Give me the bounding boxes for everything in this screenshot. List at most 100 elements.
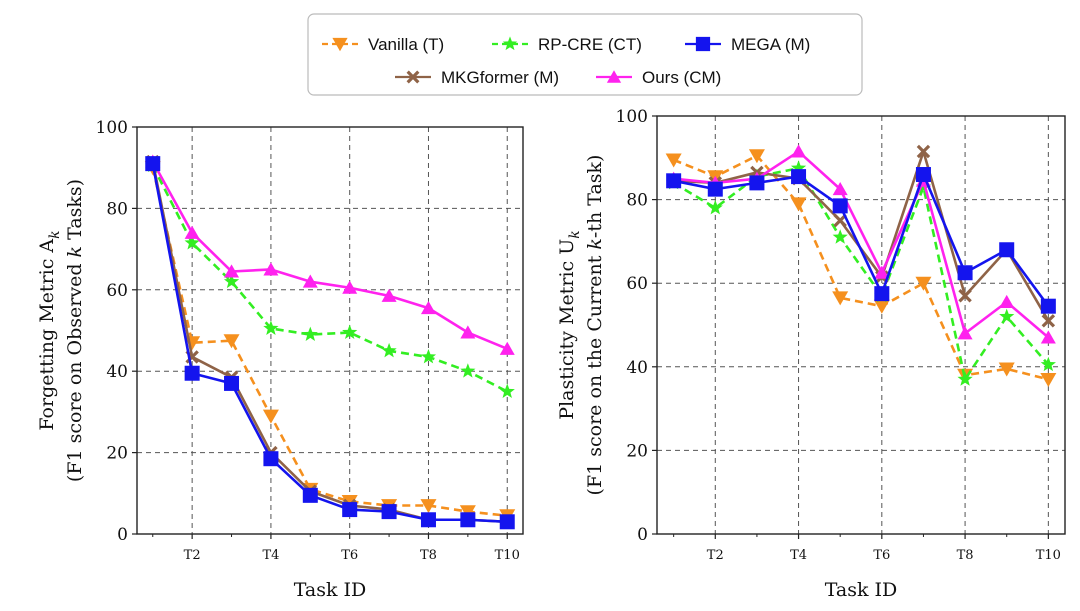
data-point <box>707 199 723 215</box>
data-point <box>263 262 279 276</box>
plot-frame <box>136 126 524 535</box>
data-point <box>832 182 848 196</box>
legend-label: MKGformer (M) <box>441 68 559 87</box>
series-line <box>151 161 508 524</box>
data-point <box>184 225 200 239</box>
x-tick-label: T8 <box>420 548 437 563</box>
data-point <box>957 371 973 386</box>
x-tick-label: T4 <box>790 548 807 563</box>
data-point <box>459 505 476 520</box>
series-ours-cm <box>666 144 1056 344</box>
data-point <box>342 502 358 518</box>
legend-marker <box>695 36 711 52</box>
data-point <box>1040 330 1056 344</box>
series-line <box>673 150 1050 322</box>
y-axis-label: Plasticity Metric Uk(F1 score on the Cur… <box>556 155 606 496</box>
series-vanilla-t <box>144 161 516 524</box>
series-line <box>151 160 508 351</box>
y-tick-label: 80 <box>626 191 648 211</box>
series-mega-m <box>145 156 515 530</box>
data-point <box>302 487 318 503</box>
x-tick-label: T6 <box>873 548 890 563</box>
data-point <box>999 308 1015 324</box>
legend-entry-mega-m: MEGA (M) <box>685 35 810 54</box>
y-tick-label: 40 <box>106 362 128 382</box>
legend-marker <box>502 36 518 51</box>
x-axis-label: Task ID <box>825 579 898 601</box>
data-point <box>460 363 476 378</box>
data-point <box>381 504 397 520</box>
x-tick-label: T10 <box>495 548 520 563</box>
data-point <box>1040 356 1056 372</box>
y-tick-label: 0 <box>117 525 128 545</box>
y-label-line-2: (F1 score on the Current k-th Task) <box>584 155 606 496</box>
data-point <box>184 365 200 381</box>
series-line <box>151 167 508 517</box>
x-axis-label: Task ID <box>294 579 367 601</box>
data-point <box>224 375 240 391</box>
data-point <box>957 326 973 340</box>
data-point <box>420 300 436 315</box>
data-point <box>223 273 240 289</box>
data-point <box>999 242 1015 258</box>
data-point <box>1041 314 1056 328</box>
data-point <box>342 280 358 294</box>
grid-lines <box>657 116 1065 534</box>
series-mkgformer-m <box>666 144 1056 328</box>
data-point <box>381 288 397 302</box>
data-point <box>342 324 358 340</box>
tick-labels: 0 20 40 60 80 100 T2 T4 T6 T8 T10 <box>616 107 1061 563</box>
y-label-line-1: Forgetting Metric A <box>36 239 58 431</box>
series-layer <box>144 154 516 530</box>
grid-lines <box>137 127 523 534</box>
data-point <box>499 383 515 399</box>
data-point <box>790 160 807 175</box>
x-tick-label: T4 <box>262 548 279 563</box>
data-point <box>499 514 515 530</box>
legend-marker <box>332 37 348 52</box>
y-label-line-2: (F1 score on Observed k Tasks) <box>64 179 86 482</box>
y-label-part: (F1 score on Observed <box>64 257 86 482</box>
data-point <box>832 229 848 244</box>
y-label-subscript: k <box>47 230 63 238</box>
data-point <box>263 320 279 335</box>
y-tick-label: 20 <box>106 444 128 464</box>
data-point <box>499 341 515 355</box>
data-point <box>1040 298 1056 314</box>
y-tick-label: 100 <box>616 107 648 127</box>
y-tick-label: 40 <box>626 358 648 378</box>
y-label-part: k <box>584 238 606 250</box>
y-tick-label: 80 <box>106 199 128 219</box>
data-point <box>791 144 807 158</box>
y-label-part: Tasks) <box>64 179 86 246</box>
data-point <box>460 512 476 528</box>
data-point <box>666 173 682 189</box>
data-point <box>184 235 200 250</box>
series-line <box>151 163 508 524</box>
x-tick-label: T2 <box>184 548 201 563</box>
legend-entry-ours-cm: Ours (CM) <box>596 68 721 87</box>
series-line <box>151 165 508 393</box>
y-label-part: (F1 score on the Current <box>584 250 606 496</box>
series-layer <box>665 144 1057 387</box>
data-point <box>999 294 1015 309</box>
data-point <box>998 362 1015 377</box>
data-point <box>420 348 437 364</box>
data-point <box>302 274 318 288</box>
series-line <box>673 150 1050 339</box>
data-point <box>790 197 807 212</box>
series-rp-cre-ct <box>666 160 1056 386</box>
data-point <box>958 289 972 303</box>
series-vanilla-t <box>665 149 1057 387</box>
legend: Vanilla (T) RP-CRE (CT) MEGA (M) MKGformer … <box>307 13 863 96</box>
legend-label: Vanilla (T) <box>368 35 444 54</box>
data-point <box>874 286 890 302</box>
data-point <box>460 325 476 339</box>
legend-label: Ours (CM) <box>642 68 721 87</box>
y-tick-label: 0 <box>637 525 648 545</box>
x-tick-label: T8 <box>957 548 974 563</box>
legend-entry-rp-cre-ct: RP-CRE (CT) <box>492 35 642 54</box>
plasticity-panel: 0 20 40 60 80 100 T2 T4 T6 T8 T10 Task ID Plastici… <box>556 107 1066 601</box>
data-point <box>915 167 931 183</box>
y-axis-label: Forgetting Metric Ak(F1 score on Observe… <box>36 179 86 482</box>
